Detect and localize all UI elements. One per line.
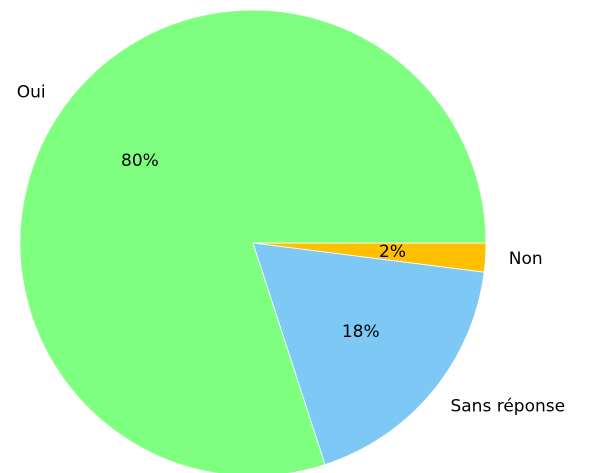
pie-percent-label-sans-reponse: 18% xyxy=(342,322,380,342)
pie-category-label-sans-reponse: Sans réponse xyxy=(450,396,565,416)
pie-slice-sans-reponse xyxy=(252,242,485,466)
pie-category-label-non: Non xyxy=(509,249,543,269)
pie-percent-label-non: 2% xyxy=(379,242,406,262)
pie-percent-label-oui: 80% xyxy=(121,151,159,171)
pie-slice-oui xyxy=(19,9,487,473)
pie-category-label-oui: Oui xyxy=(17,82,46,102)
